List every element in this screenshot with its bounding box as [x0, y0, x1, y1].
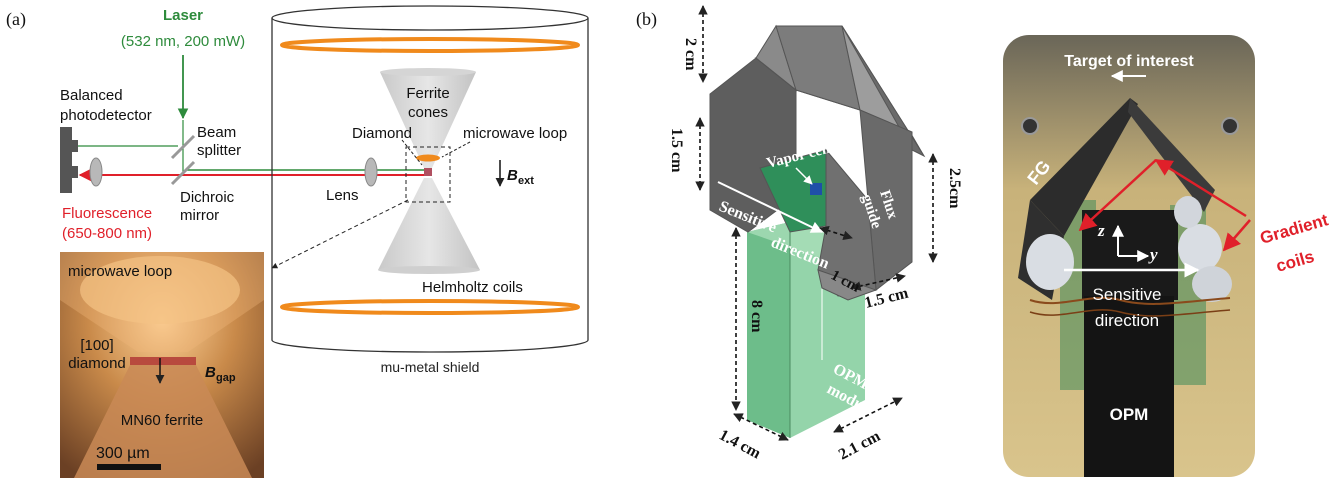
ferrite-label-2: cones: [408, 104, 448, 121]
sensitive-direction-arrow: [717, 181, 824, 233]
mu-metal-shield: [271, 5, 589, 353]
microwave-loop-label: microwave loop: [463, 125, 567, 142]
dim-height: 8 cm: [748, 300, 765, 333]
zoom-box: [405, 146, 451, 203]
inset-micrograph: [60, 252, 264, 478]
photo-target-label: Target of interest: [1064, 53, 1194, 70]
b-ext-symbol: B: [507, 167, 518, 184]
dim-right: 2.5cm: [946, 168, 963, 209]
dim-left: 1.5 cm: [668, 128, 685, 173]
dichroic-label-2: mirror: [180, 207, 219, 224]
ferrite-cone-bottom: [378, 178, 480, 270]
axis-y-label: y: [1148, 245, 1158, 264]
microwave-loop-coil: [416, 154, 440, 162]
fluorescence-label-2: (650-800 nm): [62, 225, 152, 242]
balanced-photodetector: [60, 127, 78, 193]
vapor-cell-pointer: [795, 167, 813, 185]
photo-opm-label: OPM: [1110, 405, 1149, 424]
beam-splitter-label-1: Beam: [197, 124, 236, 141]
photodetector-label-1: Balanced: [60, 87, 123, 104]
fluorescence-label-1: Fluorescence: [62, 205, 152, 222]
gradient-pointer-2: [1222, 219, 1251, 252]
b-gap-subscript: gap: [216, 372, 236, 384]
inset-diamond-2: diamond: [68, 355, 126, 372]
panel-a-label: (a): [6, 9, 26, 30]
dim-base-right-line: [833, 397, 903, 433]
dim-gap-line: [819, 225, 853, 241]
panel-b-label: (b): [636, 9, 657, 30]
photo-sensitive-2: direction: [1095, 311, 1159, 330]
ferrite-cone-top: [380, 72, 476, 168]
inset-diamond-1: [100]: [80, 337, 113, 354]
photo-sensitive-1: Sensitive: [1093, 285, 1162, 304]
detector-lens: [89, 157, 103, 187]
lens-label: Lens: [326, 187, 359, 204]
gradient-pointer-3: [1078, 159, 1157, 232]
laser-spec: (532 nm, 200 mW): [121, 33, 245, 50]
dim-base-left: 1.4 cm: [716, 427, 764, 463]
dim-base-right: 2.1 cm: [836, 427, 884, 463]
vapor-cell: [810, 183, 822, 195]
inset-scale-bar: [97, 464, 161, 470]
helmholtz-label: Helmholtz coils: [422, 279, 523, 296]
dichroic-label-1: Dichroic: [180, 189, 235, 206]
beam-splitter: [170, 134, 196, 160]
ferrite-label-1: Ferrite: [406, 85, 449, 102]
beam-splitter-label-2: splitter: [197, 142, 241, 159]
inset-pointer: [271, 199, 409, 269]
diamond-label: Diamond: [352, 125, 412, 142]
helmholtz-coil-top: [280, 37, 580, 53]
focus-lens: [364, 157, 378, 187]
inset-ferrite: MN60 ferrite: [121, 412, 204, 429]
b-gap-symbol: B: [205, 364, 216, 381]
flux-guide: [709, 24, 926, 301]
gradient-pointer-1: [1154, 158, 1247, 218]
dim-flux-bottom-line: [851, 273, 906, 291]
shield-label: mu-metal shield: [381, 359, 480, 375]
helmholtz-coil-bottom: [280, 299, 580, 315]
inset-microwave-loop: microwave loop: [68, 263, 172, 280]
photodetector-label-2: photodetector: [60, 107, 152, 124]
inset-scale-label: 300 µm: [96, 445, 150, 462]
gradient-label-1: Gradient: [1258, 210, 1331, 248]
gradient-label-2: coils: [1274, 247, 1316, 276]
axis-z-label: z: [1097, 221, 1105, 240]
laser-title: Laser: [163, 7, 203, 24]
diamond-sample: [424, 168, 432, 176]
dim-base-left-line: [733, 413, 789, 441]
dim-top: 2 cm: [682, 38, 699, 71]
dichroic-mirror: [170, 160, 196, 186]
b-ext-subscript: ext: [518, 175, 534, 187]
